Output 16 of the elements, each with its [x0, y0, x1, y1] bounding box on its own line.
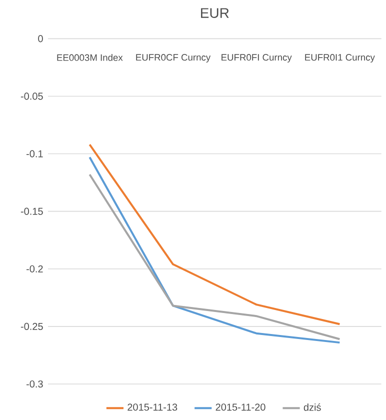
x-tick-label: EUFR0I1 Curncy [305, 54, 375, 63]
x-tick-label: EE0003M Index [57, 54, 123, 61]
legend-label: 2015-11-20 [216, 404, 266, 411]
y-tick-label: -0.2 [26, 265, 43, 272]
y-tick-label: 0 [38, 35, 43, 42]
legend-label: dziś [304, 403, 321, 411]
x-tick-label: EUFR0CF Curncy [136, 54, 211, 63]
y-tick-label: -0.3 [26, 380, 43, 388]
x-tick-label: EUFR0FI Curncy [222, 54, 292, 63]
y-tick-label: -0.1 [26, 150, 43, 158]
y-tick-label: -0.25 [20, 322, 43, 330]
y-tick-label: -0.15 [20, 208, 43, 215]
y-tick-label: -0.05 [20, 92, 43, 100]
line-series [88, 144, 341, 326]
legend-label: 2015-11-13 [128, 404, 178, 411]
chart-title: EUR [201, 8, 229, 18]
